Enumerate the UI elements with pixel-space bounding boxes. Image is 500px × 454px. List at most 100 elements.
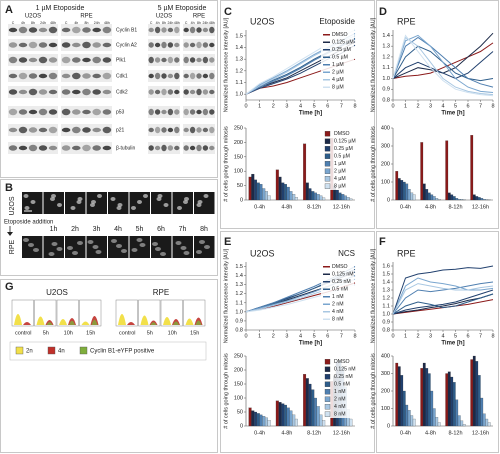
bar (445, 373, 449, 427)
blot-band (196, 109, 202, 115)
blot-band (92, 108, 101, 116)
line-series (392, 283, 494, 315)
y-tick-label: 1.3 (235, 282, 243, 288)
blot-band (174, 26, 180, 34)
blot-band (82, 127, 91, 133)
micrograph (43, 236, 64, 258)
blot-band (28, 144, 38, 152)
panel-letter: F (379, 236, 386, 248)
bar (447, 192, 451, 201)
legend-label: DMSO (332, 264, 348, 270)
blot-band (161, 144, 167, 152)
x-tick-label: 6 (326, 333, 329, 339)
x-tick-label: 0-4h (254, 204, 265, 210)
legend-label: 2 µM (332, 70, 344, 76)
time-label: 5h (43, 330, 49, 336)
row-label: Plk1 (116, 57, 126, 63)
panel-letter: E (224, 236, 231, 248)
y-tick-label: 150 (234, 154, 243, 160)
blot-band (196, 127, 202, 133)
cell (23, 194, 29, 198)
y-tick-label: 0 (387, 423, 390, 429)
time-label: 15h (190, 330, 199, 336)
cell (24, 206, 30, 210)
bar (284, 404, 287, 427)
cell (116, 244, 122, 248)
y-tick-label: 400 (381, 125, 390, 131)
bar (248, 176, 252, 201)
blot-band (183, 56, 189, 64)
blot-band (161, 109, 167, 115)
x-tick-label: 0-4h (400, 430, 411, 436)
blot-band (148, 73, 154, 79)
blot-band (48, 42, 58, 48)
blot-band (18, 72, 28, 80)
bar (437, 422, 441, 427)
blot-band (209, 72, 215, 80)
y-tick-label: 1.4 (235, 45, 243, 51)
x-tick-label: 4 (441, 103, 444, 109)
blot-band (38, 42, 48, 48)
time-label: 2h (71, 226, 79, 233)
legend-label: 2 nM (332, 302, 344, 308)
blot-band (209, 126, 215, 134)
y-tick-label: 200 (381, 388, 390, 394)
y-tick-label: 100 (234, 395, 243, 401)
chart-title: U2OS (250, 16, 275, 26)
blot-band (38, 27, 48, 33)
cell (137, 200, 142, 204)
blot-band (48, 109, 58, 115)
bar (435, 417, 439, 427)
peak-positive (195, 320, 202, 325)
legend-swatch (324, 176, 331, 182)
blot-band (209, 109, 215, 115)
blot-band (154, 109, 161, 115)
line-series (392, 293, 494, 315)
blot-band (18, 109, 28, 115)
line-series (392, 277, 494, 315)
x-tick-label: 8-12h (307, 430, 321, 436)
cell (199, 240, 205, 244)
legend-swatch (324, 396, 331, 402)
blot-band (167, 56, 174, 64)
legend-label: 0.5 nM (332, 287, 348, 293)
bar (397, 366, 401, 427)
bar (457, 415, 461, 427)
line-series (392, 265, 494, 315)
lane-label: 8h (162, 21, 166, 25)
bar (349, 198, 353, 201)
bar (432, 408, 436, 427)
blot-band (154, 145, 161, 151)
x-tick-label: 8-12h (448, 204, 462, 210)
x-tick-label: 3 (429, 103, 432, 109)
legend-swatch (324, 381, 331, 387)
blot-band (102, 57, 112, 63)
cell (48, 252, 55, 256)
micrograph (151, 236, 172, 258)
blot-band (174, 57, 180, 63)
chart-title: RPE (397, 248, 416, 258)
blot-band (161, 127, 167, 133)
bar (349, 418, 353, 427)
bar (472, 355, 476, 427)
cell (111, 239, 117, 243)
y-axis-label: # of cells going through mitosis (223, 126, 229, 202)
row-label: Cdk1 (116, 73, 128, 79)
cell (23, 238, 29, 242)
y-tick-label: 250 (234, 353, 243, 359)
x-tick-label: 8 (491, 103, 494, 109)
blot-band (48, 72, 58, 80)
y-axis-label: # of cells going through mitosis (370, 353, 376, 429)
y-tick-label: 200 (381, 161, 390, 167)
blot-band (102, 89, 112, 95)
x-tick-label: 4-8h (281, 430, 292, 436)
bar (341, 194, 345, 201)
bar (305, 378, 309, 427)
bar (275, 400, 279, 427)
bar (319, 195, 323, 201)
cell (163, 203, 169, 207)
y-axis-label: # of cells going through mitosis (223, 353, 229, 429)
bar (314, 397, 317, 427)
y-tick-label: 1.4 (382, 33, 390, 39)
cell (156, 197, 162, 201)
